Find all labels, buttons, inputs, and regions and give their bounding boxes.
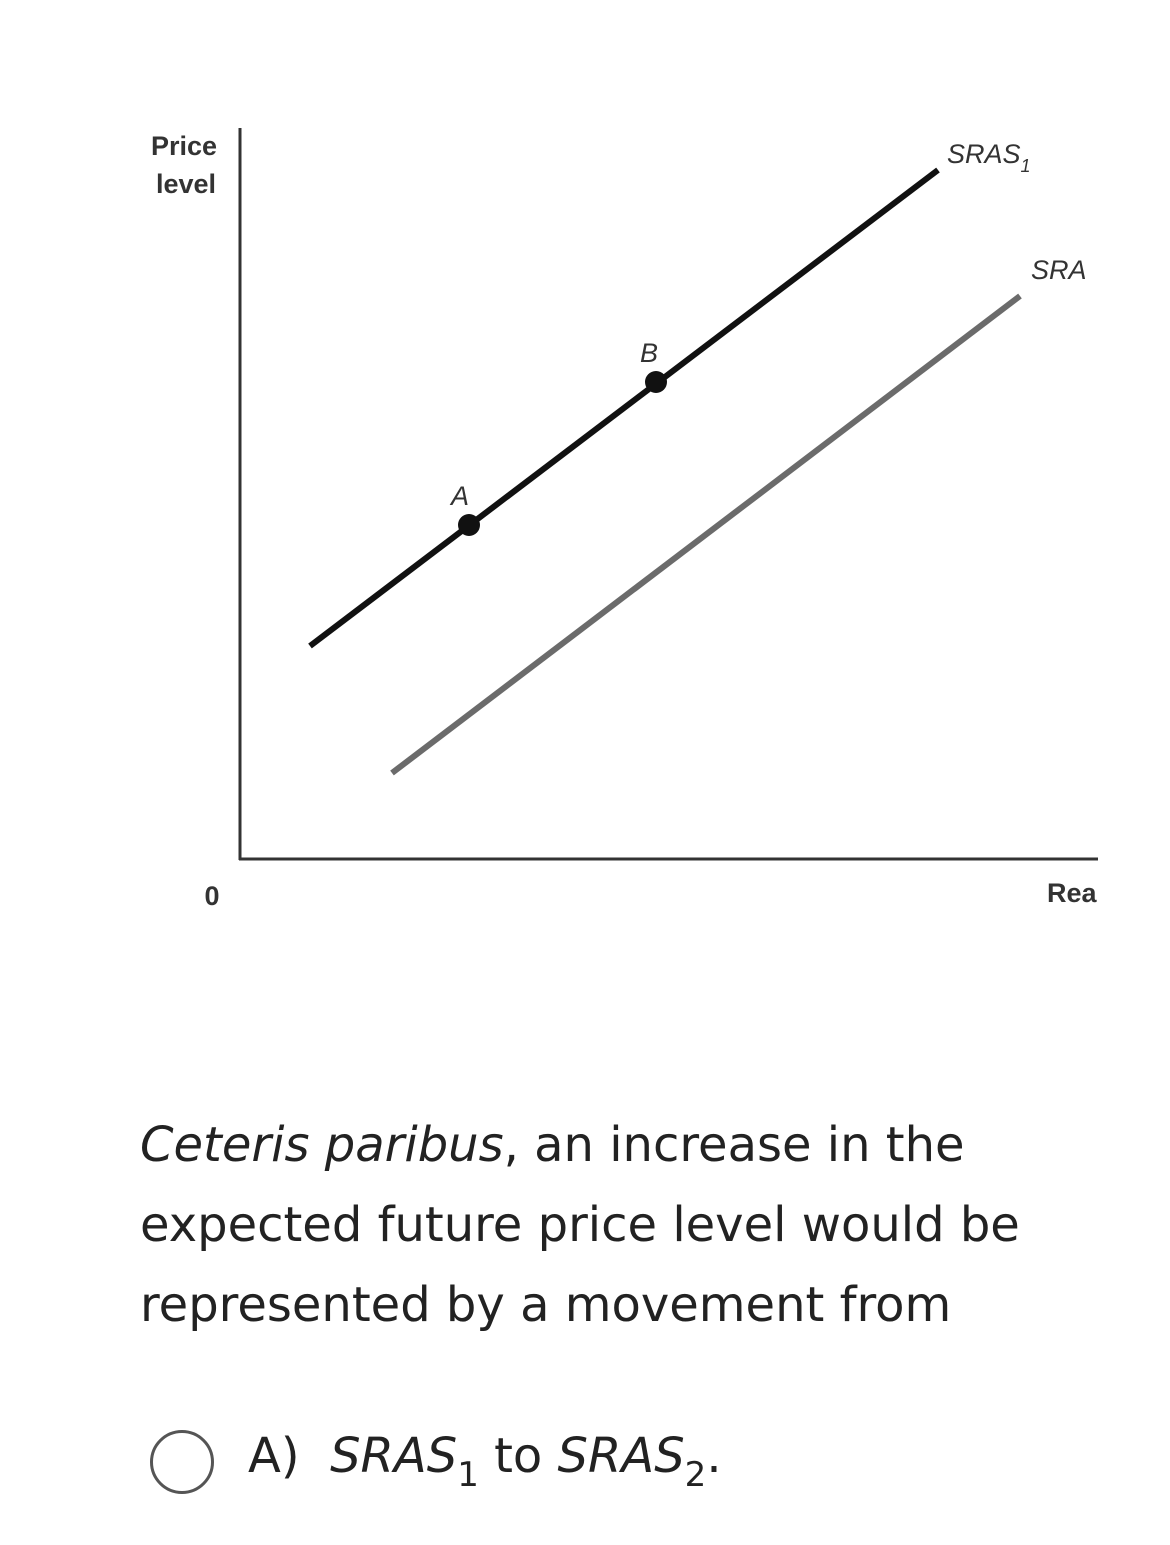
option-a-connector: to — [478, 1428, 558, 1484]
point-b-marker — [645, 371, 667, 393]
option-a-to-sub: 2 — [684, 1455, 707, 1495]
option-a-letter: A) — [248, 1428, 300, 1484]
sras1-label-main: SRAS — [947, 139, 1021, 169]
point-b-label: B — [640, 338, 658, 368]
sras1-label: SRAS1 — [947, 139, 1031, 176]
radio-button-a[interactable] — [150, 1429, 214, 1494]
question-italic-prefix: Ceteris paribus — [140, 1117, 504, 1173]
option-a-from-sub: 1 — [457, 1455, 479, 1495]
point-a-marker — [458, 514, 480, 536]
sras1-label-sub: 1 — [1021, 156, 1031, 176]
option-a-from: SRAS — [330, 1428, 458, 1484]
option-a-end: . — [706, 1428, 722, 1484]
option-a-to: SRAS — [557, 1428, 685, 1484]
answer-option-a[interactable]: A) SRAS1 to SRAS2. — [150, 1428, 722, 1495]
sras-graph: Price level 0 Rea A B SRAS1 SRA — [151, 128, 1098, 911]
sras2-curve — [390, 293, 1022, 776]
option-a-text[interactable]: A) SRAS1 to SRAS2. — [248, 1428, 722, 1495]
y-axis-label-line2: level — [156, 169, 216, 199]
question-body: , an increase in the expected future pri… — [140, 1117, 1020, 1333]
y-axis-label-line1: Price — [151, 131, 217, 161]
question-text: Ceteris paribus, an increase in the expe… — [140, 1105, 1100, 1345]
sras2-label: SRA — [1031, 255, 1087, 285]
point-a-label: A — [449, 481, 469, 511]
x-axis-label: Rea — [1047, 878, 1098, 908]
sras1-curve — [308, 167, 940, 649]
origin-label: 0 — [204, 881, 219, 911]
